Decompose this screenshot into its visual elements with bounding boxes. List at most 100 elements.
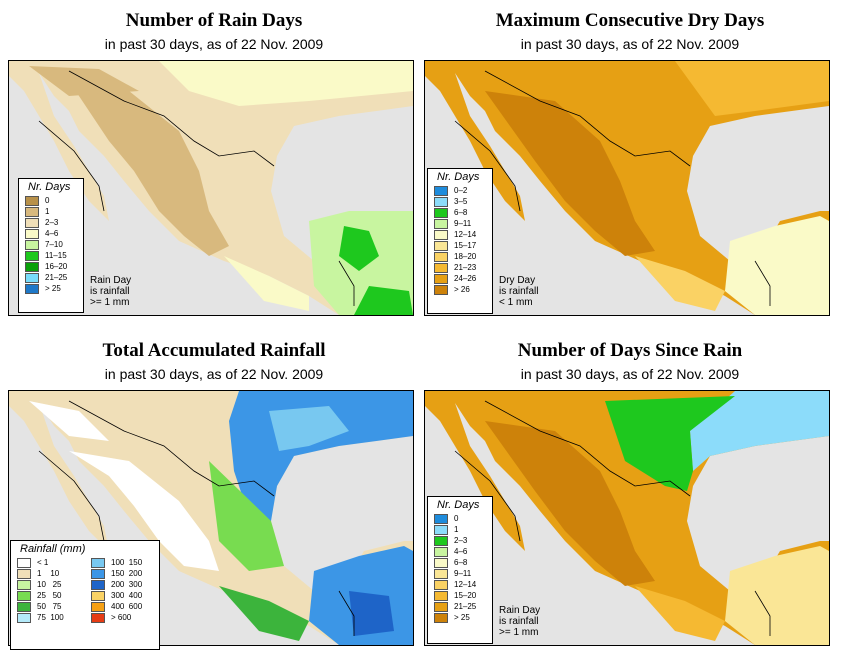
legend-entry: 0–2 xyxy=(428,185,492,196)
note-line: >= 1 mm xyxy=(90,297,130,308)
legend-entry: 9–11 xyxy=(428,218,492,229)
legend-swatch xyxy=(25,228,39,239)
legend-swatch xyxy=(17,568,31,579)
legend-label: 25 50 xyxy=(37,591,62,600)
legend-entry: 3–5 xyxy=(428,196,492,207)
legend-label: 1 xyxy=(45,207,50,216)
panel-subtitle: in past 30 days, as of 22 Nov. 2009 xyxy=(104,366,324,382)
legend-entry: 100 150 xyxy=(85,557,159,568)
legend-label: 4–6 xyxy=(45,229,59,238)
legend-swatch xyxy=(434,196,448,207)
legend-swatch xyxy=(91,590,105,601)
legend-label: 3–5 xyxy=(454,197,468,206)
legend-title: Nr. Days xyxy=(28,181,71,193)
legend-entry: 2–3 xyxy=(19,217,83,228)
legend-swatch xyxy=(434,262,448,273)
note-line: >= 1 mm xyxy=(499,627,539,638)
legend-swatch xyxy=(25,239,39,250)
legend-entry: 4–6 xyxy=(19,228,83,239)
legend-label: 11–15 xyxy=(45,251,67,260)
legend-swatch xyxy=(17,590,31,601)
legend-entry: 200 300 xyxy=(85,579,159,590)
legend-swatch xyxy=(91,557,105,568)
panel-dry-days: Maximum Consecutive Dry Days in past 30 … xyxy=(424,0,836,325)
legend-entry: 10 25 xyxy=(11,579,85,590)
legend-label: 18–20 xyxy=(454,252,477,261)
legend-label: 15–20 xyxy=(454,591,477,600)
legend-entry: 21–25 xyxy=(428,601,492,612)
legend-swatch xyxy=(25,195,39,206)
legend-label: 6–8 xyxy=(454,208,468,217)
rain-day-note: Rain Day is rainfall >= 1 mm xyxy=(90,275,131,308)
legend-label: 1 10 xyxy=(37,569,60,578)
legend-label: 100 150 xyxy=(111,558,143,567)
legend-swatch xyxy=(434,568,448,579)
legend-label: 24–26 xyxy=(454,274,477,283)
legend-swatch xyxy=(434,524,448,535)
legend-label: 2–3 xyxy=(45,218,59,227)
legend-entry: > 600 xyxy=(85,612,159,623)
legend-label: 2–3 xyxy=(454,536,468,545)
legend-swatch xyxy=(434,612,448,623)
rain-days-legend: Nr. Days 0 1 2–3 4–6 7–10 11–15 16–20 21–25 > 25 xyxy=(18,178,84,313)
legend-entry: 0 xyxy=(19,195,83,206)
legend-label: 300 400 xyxy=(111,591,143,600)
legend-swatch xyxy=(434,240,448,251)
legend-entry: 2–3 xyxy=(428,535,492,546)
legend-swatch xyxy=(91,568,105,579)
legend-label: 0 xyxy=(45,196,50,205)
legend-entry: 16–20 xyxy=(19,261,83,272)
note-line: Rain Day xyxy=(90,275,132,286)
legend-entry: 1 xyxy=(19,206,83,217)
legend-label: 4–6 xyxy=(454,547,468,556)
legend-title: Nr. Days xyxy=(437,171,480,183)
panel-title: Maximum Consecutive Dry Days xyxy=(495,10,765,31)
legend-entry: < 1 xyxy=(11,557,85,568)
legend-swatch xyxy=(434,557,448,568)
legend-entry: 1 10 xyxy=(11,568,85,579)
dry-day-note: Dry Day is rainfall < 1 mm xyxy=(499,275,538,308)
legend-swatch xyxy=(434,546,448,557)
legend-label: 21–23 xyxy=(454,263,477,272)
panel-title: Total Accumulated Rainfall xyxy=(102,340,326,361)
legend-label: 7–10 xyxy=(45,240,63,249)
panel-days-since-rain: Number of Days Since Rain in past 30 day… xyxy=(424,330,836,655)
legend-entry: 21–25 xyxy=(19,272,83,283)
legend-swatch xyxy=(434,273,448,284)
panel-title: Number of Days Since Rain xyxy=(517,340,743,361)
legend-entry: 6–8 xyxy=(428,557,492,568)
note-line: is rainfall xyxy=(90,286,130,297)
legend-entry: 7–10 xyxy=(19,239,83,250)
legend-entry: 400 600 xyxy=(85,601,159,612)
legend-swatch xyxy=(17,579,31,590)
legend-entry: 9–11 xyxy=(428,568,492,579)
legend-swatch xyxy=(25,217,39,228)
legend-swatch xyxy=(434,590,448,601)
legend-swatch xyxy=(17,557,31,568)
days-since-rain-map xyxy=(424,390,830,646)
panel-subtitle: in past 30 days, as of 22 Nov. 2009 xyxy=(520,366,740,382)
legend-entry: 1 xyxy=(428,524,492,535)
legend-label: > 25 xyxy=(45,284,61,293)
legend-swatch xyxy=(17,612,31,623)
panel-rain-days: Number of Rain Days in past 30 days, as … xyxy=(8,0,420,325)
note-line: Rain Day xyxy=(499,605,541,616)
legend-entry: 25 50 xyxy=(11,590,85,601)
legend-label: 10 25 xyxy=(37,580,62,589)
panel-subtitle: in past 30 days, as of 22 Nov. 2009 xyxy=(104,36,324,52)
panel-title: Number of Rain Days xyxy=(125,10,303,31)
legend-swatch xyxy=(91,579,105,590)
legend-label: 75 100 xyxy=(37,613,64,622)
legend-swatch xyxy=(25,261,39,272)
days-since-rain-legend: Nr. Days 0 1 2–3 4–6 6–8 9–11 12–14 15–20 21–25 >… xyxy=(427,496,493,644)
legend-entry: 12–14 xyxy=(428,229,492,240)
legend-label: > 25 xyxy=(454,613,470,622)
legend-entry: 18–20 xyxy=(428,251,492,262)
legend-entry: 6–8 xyxy=(428,207,492,218)
legend-entry: 75 100 xyxy=(11,612,85,623)
legend-swatch xyxy=(434,218,448,229)
legend-swatch xyxy=(25,283,39,294)
legend-label: 50 75 xyxy=(37,602,62,611)
legend-entry: 4–6 xyxy=(428,546,492,557)
legend-label: 1 xyxy=(454,525,459,534)
